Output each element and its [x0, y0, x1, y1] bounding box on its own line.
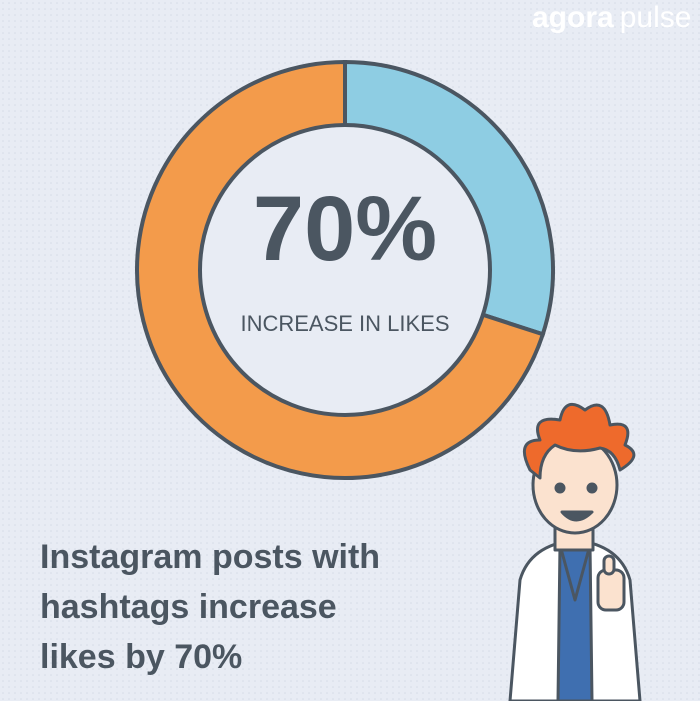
center-label: INCREASE IN LIKES	[240, 311, 449, 336]
donut-hole	[198, 123, 492, 417]
caption-line: Instagram posts with	[40, 538, 380, 576]
logo: agora pulse	[532, 1, 691, 34]
caption-line: hashtags increase	[40, 588, 337, 626]
caption-line: likes by 70%	[40, 638, 242, 676]
scientist-illustration	[508, 402, 642, 701]
center-value: 70%	[253, 178, 437, 280]
